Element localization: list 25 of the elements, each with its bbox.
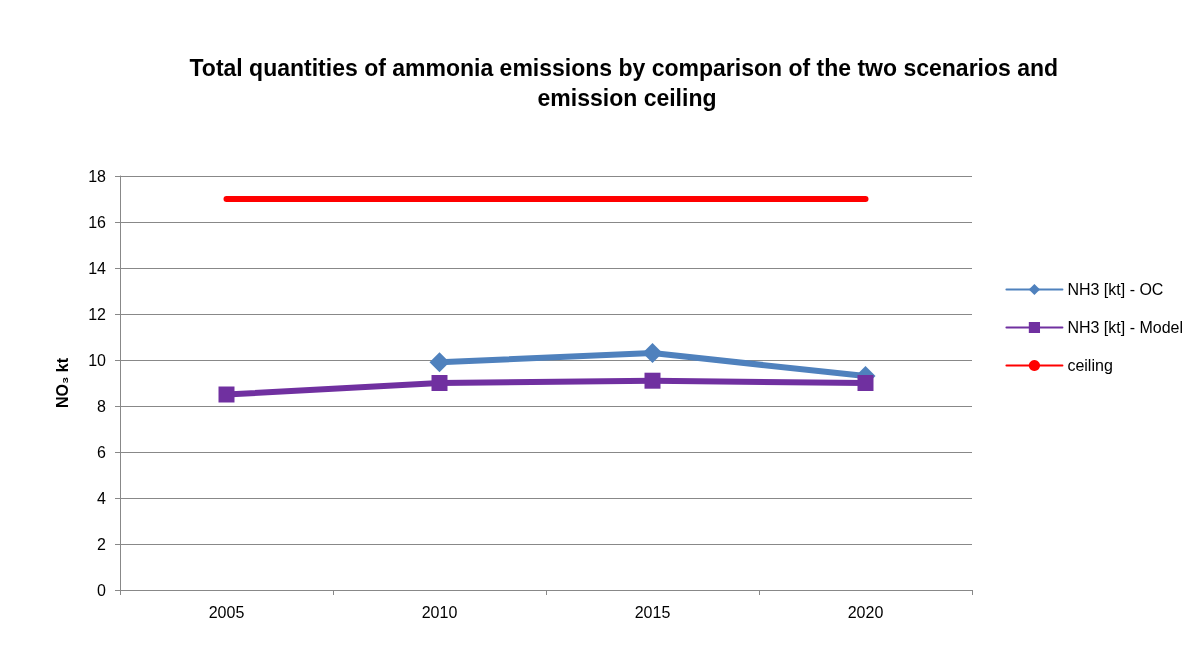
legend-label: ceiling xyxy=(1067,357,1113,374)
point xyxy=(218,386,235,403)
y-tick-label: 6 xyxy=(97,443,107,461)
x-tick-label: 2005 xyxy=(208,603,245,621)
point xyxy=(644,372,661,389)
y-tick-label: 14 xyxy=(88,259,107,277)
chart-title: Total quantities of ammonia emissions by comparison of the two scenarios and emission ceiling xyxy=(189,55,1065,111)
x-tick-label: 2010 xyxy=(421,603,458,621)
x-tick-label: 2020 xyxy=(847,603,884,621)
y-axis-title: NO₃ kt xyxy=(53,357,71,409)
y-tick-label: 8 xyxy=(97,397,107,415)
point xyxy=(857,375,874,391)
point xyxy=(431,375,448,391)
y-tick-label: 0 xyxy=(97,581,107,599)
y-tick-label: 4 xyxy=(97,489,107,507)
legend-label: NH3 [kt] - Model xyxy=(1067,319,1184,336)
x-tick-label: 2015 xyxy=(634,603,671,621)
y-tick-label: 18 xyxy=(88,167,107,185)
point xyxy=(642,343,663,364)
y-tick-label: 12 xyxy=(88,305,107,323)
legend-label: NH3 [kt] - OC xyxy=(1067,281,1164,298)
point xyxy=(429,352,450,373)
y-tick-label: 16 xyxy=(88,213,107,231)
y-tick-label: 2 xyxy=(97,535,107,553)
y-tick-label: 10 xyxy=(88,351,107,369)
